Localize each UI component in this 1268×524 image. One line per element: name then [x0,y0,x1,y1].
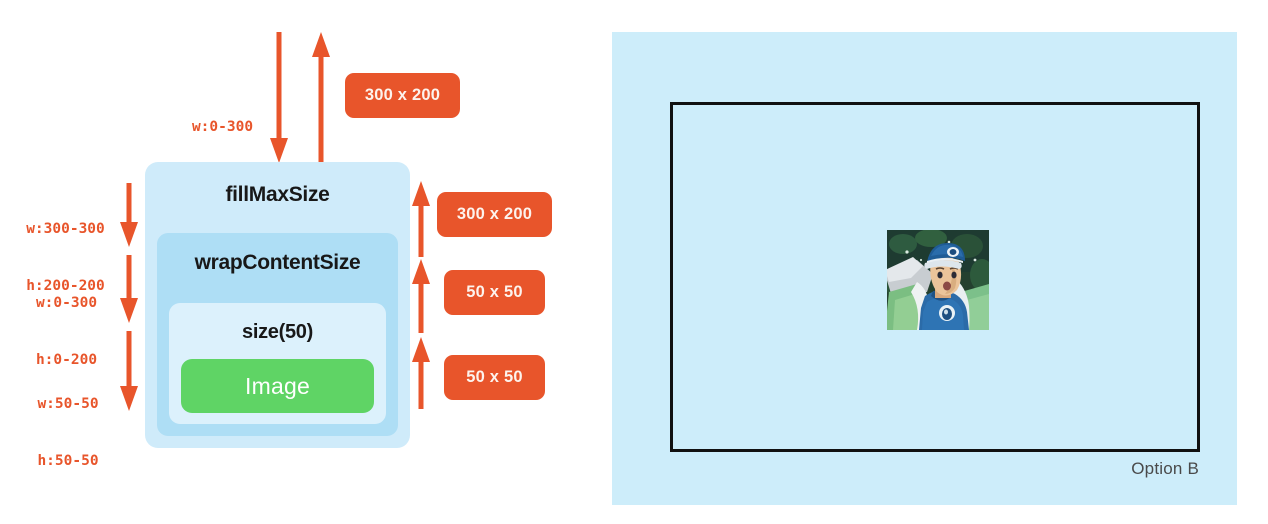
preview-panel: Option B [612,32,1237,505]
badge-measured-size-wrapcontentsize: 50 x 50 [444,270,545,315]
constraint-line-2: h:50-50 [37,453,99,469]
badge-measured-size-size50: 50 x 50 [444,355,545,400]
arrow-down-constraint-1 [120,183,138,247]
layout-box-label-wrapcontentsize: wrapContentSize [194,251,361,274]
badge-label: 50 x 50 [466,368,523,386]
layout-box-fillmaxsize: fillMaxSize wrapContentSize size(50) Ima… [145,162,410,448]
layout-box-label-image: Image [245,372,310,399]
arrow-down-constraint-2 [120,255,138,323]
constraint-label-fillmaxsize: w:300-300 h:200-200 [8,182,123,334]
constraint-line-1: w:300-300 [26,221,105,237]
badge-label: 300 x 200 [364,86,441,104]
arrow-up-top [312,32,330,164]
anime-character-illustration [887,230,989,330]
preview-image-thumbnail [887,230,989,330]
constraint-line-2: h:200-200 [26,278,105,294]
arrow-up-measured-3 [412,337,430,409]
badge-label: 50 x 50 [466,283,523,301]
layout-box-label-size50: size(50) [242,321,313,343]
badge-measured-size-root: 300 x 200 [345,73,460,118]
layout-box-label-fillmaxsize: fillMaxSize [225,183,330,206]
constraint-line-1: w:0-300 [35,295,98,311]
panel-caption: Option B [1131,459,1199,478]
layout-box-image: Image [181,359,374,413]
arrow-up-measured-1 [412,181,430,257]
badge-label: 300 x 200 [456,205,533,223]
layout-box-size50: size(50) Image [169,303,386,424]
preview-frame [670,102,1200,452]
constraint-label-size50: w:50-50 h:50-50 [18,357,118,509]
arrow-down-constraint-3 [120,331,138,411]
layout-box-wrapcontentsize: wrapContentSize size(50) Image [157,233,398,436]
constraint-line-2: h:0-200 [35,352,98,368]
badge-measured-size-fillmaxsize: 300 x 200 [437,192,552,237]
compose-constraints-diagram: w:0-300 h:0-200 300 x 200 w:300-300 h:20… [0,0,600,524]
constraint-line-1: w:0-300 [191,119,254,135]
constraint-line-1: w:50-50 [37,396,99,412]
constraint-label-wrapcontentsize: w:0-300 h:0-200 [14,256,119,408]
arrow-down-top [270,32,288,163]
arrow-up-measured-2 [412,259,430,333]
